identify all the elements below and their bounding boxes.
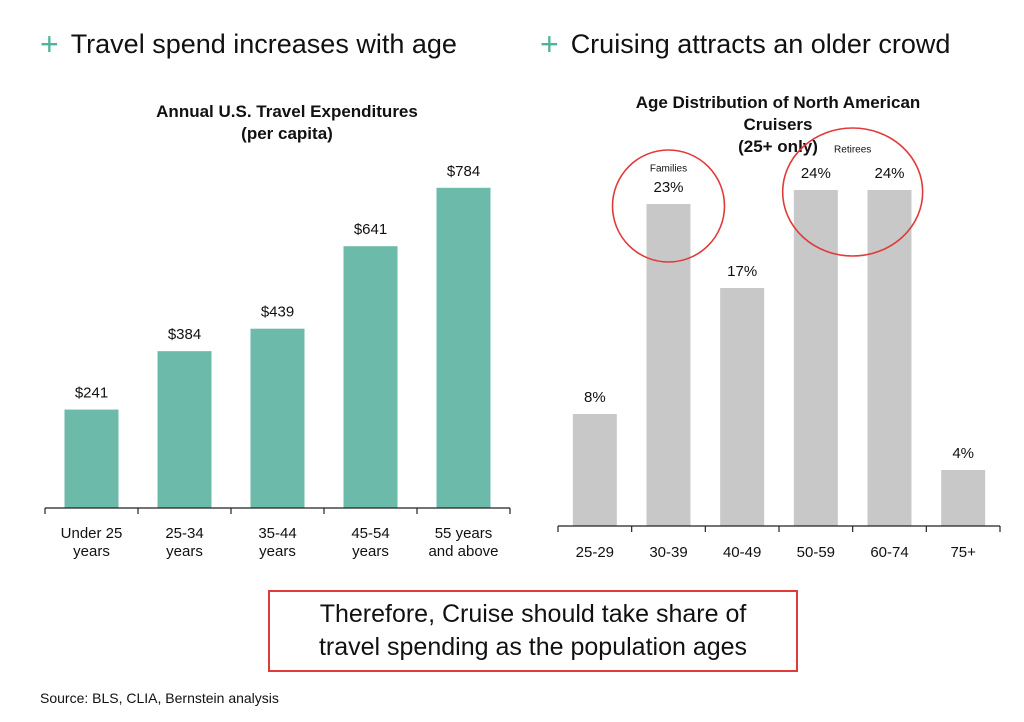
data-label: $439 [261, 304, 294, 321]
plus-icon: + [40, 26, 59, 62]
left-heading: + Travel spend increases with age [40, 28, 457, 60]
plus-icon: + [540, 26, 559, 62]
bar [572, 414, 617, 526]
data-label: $384 [168, 326, 201, 343]
data-label: 4% [952, 445, 974, 462]
conclusion-line-1: Therefore, Cruise should take share of [319, 600, 747, 628]
cruiser-age-chart: Age Distribution of North American Cruise… [557, 93, 1001, 561]
tick-label: Under 25 [61, 525, 123, 542]
data-label: 23% [653, 179, 683, 196]
annotation-label: Retirees [834, 144, 871, 155]
right-heading: + Cruising attracts an older crowd [540, 28, 950, 60]
source-note: Source: BLS, CLIA, Bernstein analysis [40, 690, 279, 706]
highlight-circle [781, 127, 924, 257]
bar [157, 351, 212, 508]
chart-title-line: (25+ only) [738, 137, 818, 156]
tick-label: years [352, 543, 389, 560]
data-label: $641 [354, 221, 387, 238]
data-label: $241 [75, 385, 108, 402]
right-heading-text: Cruising attracts an older crowd [570, 28, 951, 59]
tick-label: years [259, 543, 296, 560]
annotation-label: Families [650, 163, 687, 174]
conclusion-line-2: travel spending as the population ages [318, 633, 748, 661]
tick-label: 35-44 [258, 525, 296, 542]
bar [720, 288, 765, 526]
data-label: 17% [727, 263, 757, 280]
tick-label: 55 years [435, 525, 493, 542]
bar [941, 470, 986, 526]
tick-label: 40-49 [723, 544, 761, 561]
tick-label: 25-29 [576, 544, 614, 561]
chart-title-line: (per capita) [241, 124, 333, 143]
bar [793, 190, 838, 526]
tick-label: 45-54 [351, 525, 389, 542]
travel-expenditure-chart: Annual U.S. Travel Expenditures (per capi… [44, 102, 511, 560]
tick-label: 60-74 [870, 544, 908, 561]
left-heading-text: Travel spend increases with age [70, 28, 457, 59]
highlight-circle [611, 149, 726, 263]
bar [250, 328, 305, 508]
tick-label: 25-34 [165, 525, 203, 542]
chart-title-line: Cruisers [744, 115, 813, 134]
bar [646, 204, 691, 526]
bar [436, 187, 491, 508]
tick-label: 75+ [950, 544, 976, 561]
data-label: 24% [874, 165, 904, 182]
tick-label: 50-59 [797, 544, 835, 561]
tick-label: and above [428, 543, 498, 560]
chart-title-line: Annual U.S. Travel Expenditures [156, 102, 418, 121]
tick-label: years [73, 543, 110, 560]
tick-label: years [166, 543, 203, 560]
conclusion-box: Therefore, Cruise should take share of t… [268, 590, 798, 672]
tick-label: 30-39 [649, 544, 687, 561]
bar [343, 246, 398, 509]
data-label: 8% [584, 389, 606, 406]
bar [867, 190, 912, 526]
chart-title-line: Age Distribution of North American [636, 93, 921, 112]
data-label: $784 [447, 163, 480, 180]
bar [64, 409, 119, 508]
data-label: 24% [801, 165, 831, 182]
